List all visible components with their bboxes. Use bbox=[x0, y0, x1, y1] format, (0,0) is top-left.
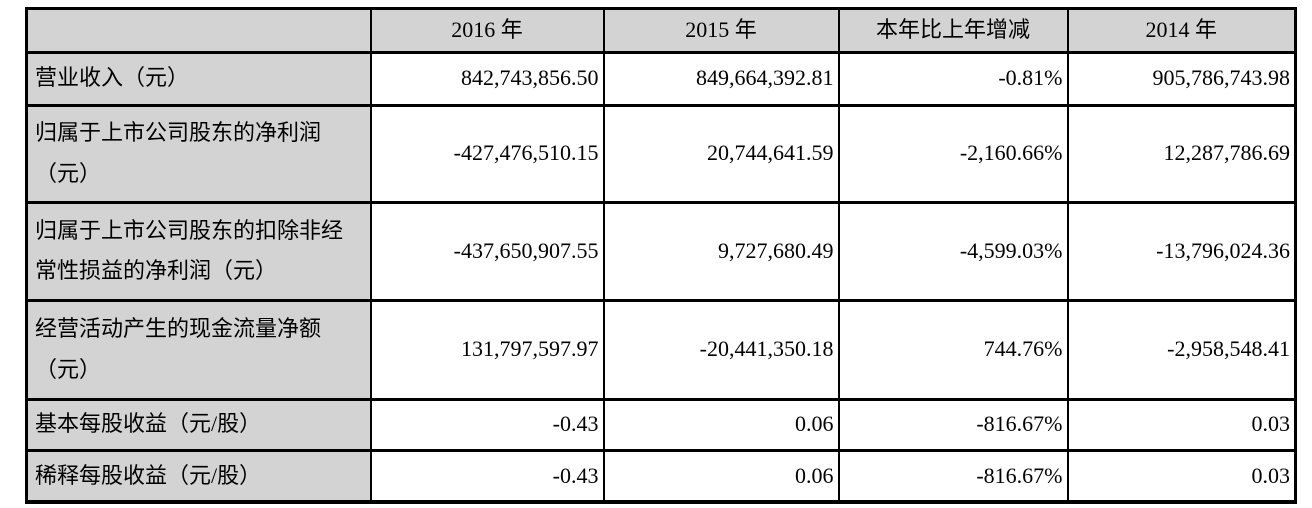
row-label-operating-cash-flow: 经营活动产生的现金流量净额 （元） bbox=[25, 298, 372, 401]
value-cell: 9,727,680.49 bbox=[602, 200, 840, 302]
row-label-diluted-eps: 稀释每股收益（元/股） bbox=[25, 448, 372, 504]
value-cell: 842,743,856.50 bbox=[369, 50, 605, 107]
column-header-2016: 2016 年 bbox=[369, 7, 605, 54]
table-row: 稀释每股收益（元/股） -0.43 0.06 -816.67% 0.03 bbox=[25, 448, 1297, 504]
column-header-2015: 2015 年 bbox=[602, 7, 840, 54]
value-cell: -816.67% bbox=[837, 448, 1069, 504]
row-label-basic-eps: 基本每股收益（元/股） bbox=[25, 397, 372, 452]
value-cell: 744.76% bbox=[837, 298, 1069, 401]
value-cell: 849,664,392.81 bbox=[602, 50, 840, 107]
row-label-net-profit-excl-nonrecurring: 归属于上市公司股东的扣除非经 常性损益的净利润（元） bbox=[25, 200, 372, 302]
column-header-yoy-change: 本年比上年增减 bbox=[837, 7, 1069, 54]
value-cell: 0.06 bbox=[602, 448, 840, 504]
value-cell: 0.03 bbox=[1066, 397, 1297, 452]
table-row: 营业收入（元） 842,743,856.50 849,664,392.81 -0… bbox=[25, 50, 1297, 107]
value-cell: -20,441,350.18 bbox=[602, 298, 840, 401]
table-row: 基本每股收益（元/股） -0.43 0.06 -816.67% 0.03 bbox=[25, 397, 1297, 452]
value-cell: -4,599.03% bbox=[837, 200, 1069, 302]
column-header-blank bbox=[25, 7, 372, 54]
value-cell: 905,786,743.98 bbox=[1066, 50, 1297, 107]
value-cell: 0.03 bbox=[1066, 448, 1297, 504]
table-row: 经营活动产生的现金流量净额 （元） 131,797,597.97 -20,441… bbox=[25, 298, 1297, 401]
value-cell: -427,476,510.15 bbox=[369, 103, 605, 204]
row-label-net-profit: 归属于上市公司股东的净利润 （元） bbox=[25, 103, 372, 204]
table-header-row: 2016 年 2015 年 本年比上年增减 2014 年 bbox=[25, 7, 1297, 54]
value-cell: -0.43 bbox=[369, 397, 605, 452]
value-cell: 20,744,641.59 bbox=[602, 103, 840, 204]
value-cell: 131,797,597.97 bbox=[369, 298, 605, 401]
value-cell: -816.67% bbox=[837, 397, 1069, 452]
value-cell: -13,796,024.36 bbox=[1066, 200, 1297, 302]
value-cell: -2,958,548.41 bbox=[1066, 298, 1297, 401]
value-cell: -0.43 bbox=[369, 448, 605, 504]
column-header-2014: 2014 年 bbox=[1066, 7, 1297, 54]
financial-summary-table: 2016 年 2015 年 本年比上年增减 2014 年 营业收入（元） 842… bbox=[25, 7, 1297, 505]
table-row: 归属于上市公司股东的扣除非经 常性损益的净利润（元） -437,650,907.… bbox=[25, 200, 1297, 302]
value-cell: -2,160.66% bbox=[837, 103, 1069, 204]
value-cell: -437,650,907.55 bbox=[369, 200, 605, 302]
value-cell: 0.06 bbox=[602, 397, 840, 452]
row-label-revenue: 营业收入（元） bbox=[25, 50, 372, 107]
value-cell: -0.81% bbox=[837, 50, 1069, 107]
table-row: 归属于上市公司股东的净利润 （元） -427,476,510.15 20,744… bbox=[25, 103, 1297, 204]
value-cell: 12,287,786.69 bbox=[1066, 103, 1297, 204]
